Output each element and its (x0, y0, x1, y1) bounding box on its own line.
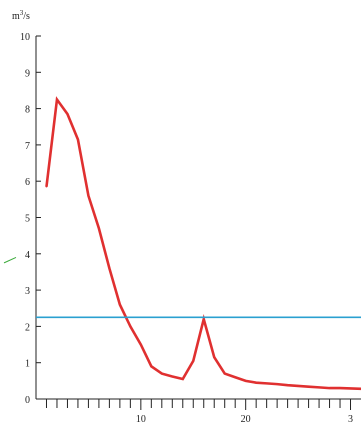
data-point (98, 227, 100, 230)
y-tick-label: 5 (25, 214, 30, 225)
data-point (202, 318, 205, 321)
data-point (307, 385, 310, 388)
y-tick-label: 3 (25, 286, 30, 297)
data-point (181, 378, 184, 380)
marks (36, 96, 361, 391)
data-point (171, 375, 174, 378)
data-point (87, 194, 90, 197)
y-tick-label: 9 (25, 68, 30, 79)
y-tick-label: 7 (25, 141, 30, 152)
data-point (244, 379, 247, 382)
series-line-1 (45, 96, 361, 391)
data-point (66, 113, 69, 115)
data-point (139, 343, 142, 346)
data-point (129, 325, 132, 328)
data-point (223, 372, 226, 375)
y-tick-label: 6 (25, 177, 30, 188)
data-point (56, 98, 58, 101)
data-point (108, 267, 111, 270)
data-point (265, 382, 268, 385)
data-point (339, 387, 341, 390)
y-tick-label: 8 (25, 105, 30, 116)
data-point (192, 359, 195, 362)
y-tick-label: 0 (25, 395, 30, 406)
y-tick-label: 2 (25, 322, 30, 333)
edge-mark (3, 256, 17, 264)
data-point (349, 387, 352, 390)
y-tick-label: 1 (25, 359, 30, 370)
y-axis-title-rest: /s (23, 11, 30, 22)
data-point (77, 138, 79, 141)
y-tick-label: 4 (25, 250, 30, 261)
y-axis-title: m3/s (12, 9, 30, 22)
data-point (234, 376, 237, 379)
data-point (276, 383, 279, 386)
x-tick-label: 10 (136, 414, 146, 425)
data-point (118, 303, 121, 306)
x-tick-label: 3 (348, 414, 353, 425)
data-point (45, 185, 48, 188)
data-point (318, 386, 320, 389)
svg-text:m3/s: m3/s (12, 9, 30, 22)
y-tick-label: 10 (20, 32, 30, 43)
data-point (286, 384, 289, 387)
data-point (297, 385, 299, 387)
data-point (150, 365, 153, 368)
axes: 0 1 2 3 4 5 6 7 8 9 10 10 20 3 (3, 32, 361, 425)
data-point (255, 381, 258, 384)
data-point (160, 372, 163, 375)
x-tick-label: 20 (241, 414, 251, 425)
y-axis-title-sup: 3 (20, 9, 24, 17)
y-axis-title-base: m (12, 11, 20, 22)
data-point (328, 387, 331, 390)
data-point (213, 356, 216, 359)
